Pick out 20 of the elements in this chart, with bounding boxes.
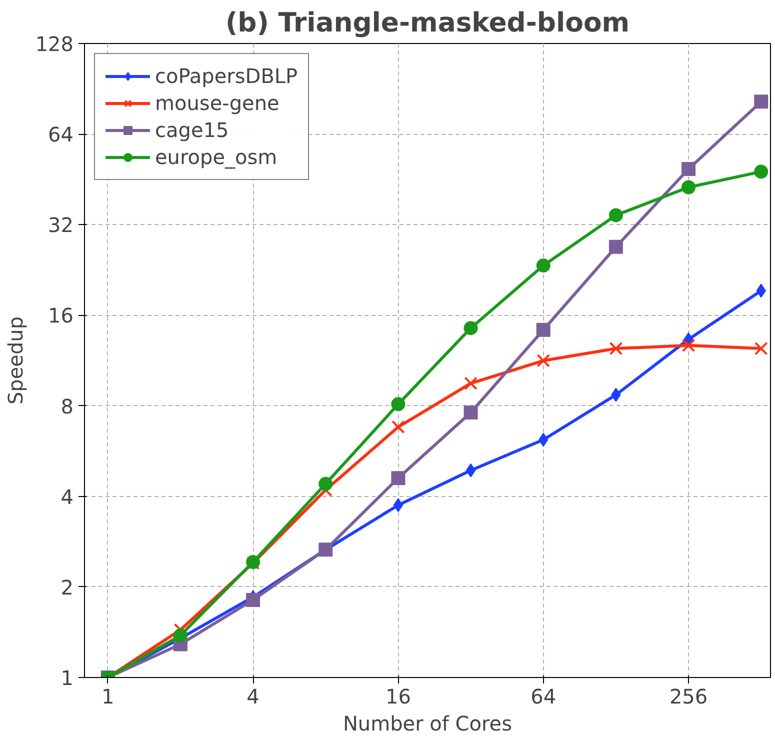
y-tick-label: 16 [48,304,74,328]
legend-label: cage15 [155,118,229,142]
legend-label: europe_osm [155,145,278,169]
y-tick-label: 1 [60,666,74,690]
y-tick-label: 8 [60,394,74,418]
y-axis-title: Speedup [3,316,28,405]
x-tick-label: 16 [385,684,411,708]
x-tick-label: 4 [246,684,260,708]
legend-label: mouse-gene [155,91,280,115]
y-tick-label: 2 [60,575,74,600]
y-tick-label: 128 [35,32,74,56]
x-tick-label: 1 [102,684,114,708]
y-tick-label: 4 [60,484,74,509]
x-tick-label: 256 [669,684,708,708]
x-axis-title: Number of Cores [342,712,512,736]
x-tick-label: 64 [530,684,556,708]
chart-title: (b) Triangle-masked-bloom [225,8,630,38]
y-tick-label: 64 [48,122,74,147]
legend-label: coPapersDBLP [155,64,298,88]
y-tick-label: 32 [48,213,74,238]
